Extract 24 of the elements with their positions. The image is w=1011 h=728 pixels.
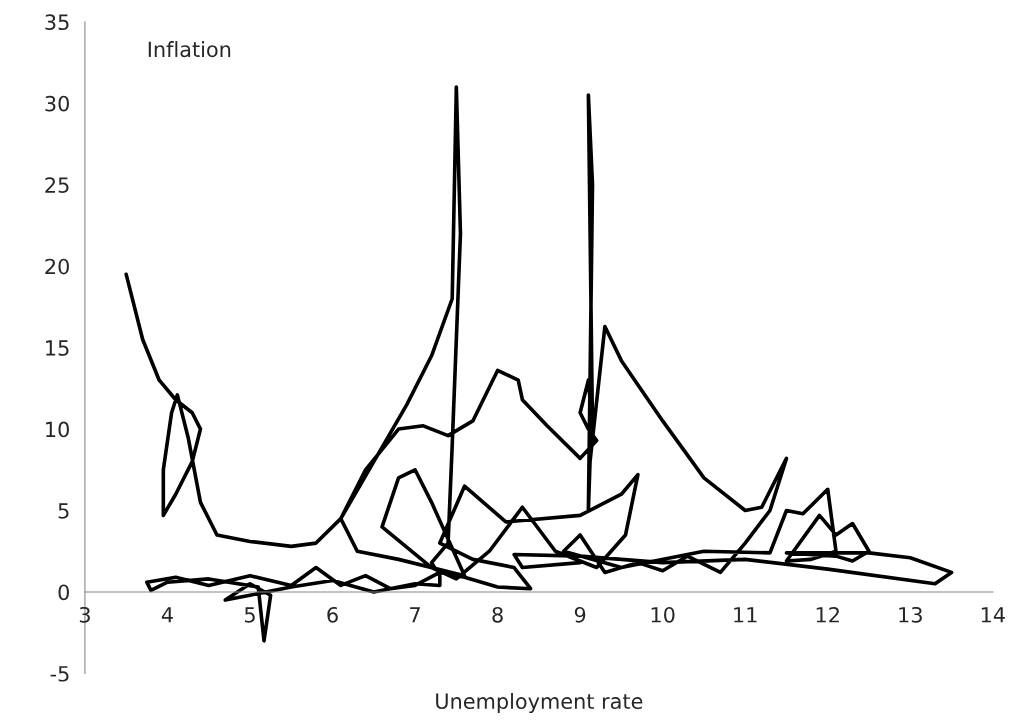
- x-tick-label: 9: [574, 606, 586, 623]
- x-tick-label: 3: [79, 606, 90, 623]
- y-tick-label: 25: [45, 177, 69, 193]
- y-axis-title: Inflation: [148, 41, 231, 58]
- y-tick-label: 35: [45, 14, 69, 31]
- y-tick-label: 5: [58, 503, 69, 519]
- y-tick-label: -5: [50, 666, 69, 682]
- x-tick-label: 14: [981, 607, 1005, 623]
- x-tick-label: 4: [161, 607, 173, 623]
- y-tick-label: 10: [46, 421, 69, 438]
- x-tick-label: 8: [492, 606, 503, 623]
- y-tick-label: 20: [45, 258, 69, 275]
- x-tick-label: 7: [410, 607, 420, 623]
- y-tick-label: 15: [46, 340, 69, 356]
- x-tick-label: 11: [734, 607, 757, 623]
- line-series: [124, 85, 954, 643]
- x-tick-label: 6: [327, 606, 338, 623]
- x-tick-label: 13: [899, 606, 922, 623]
- x-tick-label: 10: [651, 606, 675, 623]
- x-axis-title: Unemployment rate: [436, 692, 643, 714]
- x-tick-label: 5: [244, 607, 255, 623]
- y-tick-label: 30: [45, 95, 69, 112]
- y-tick-label: 0: [58, 584, 69, 601]
- x-tick-label: 12: [816, 606, 839, 623]
